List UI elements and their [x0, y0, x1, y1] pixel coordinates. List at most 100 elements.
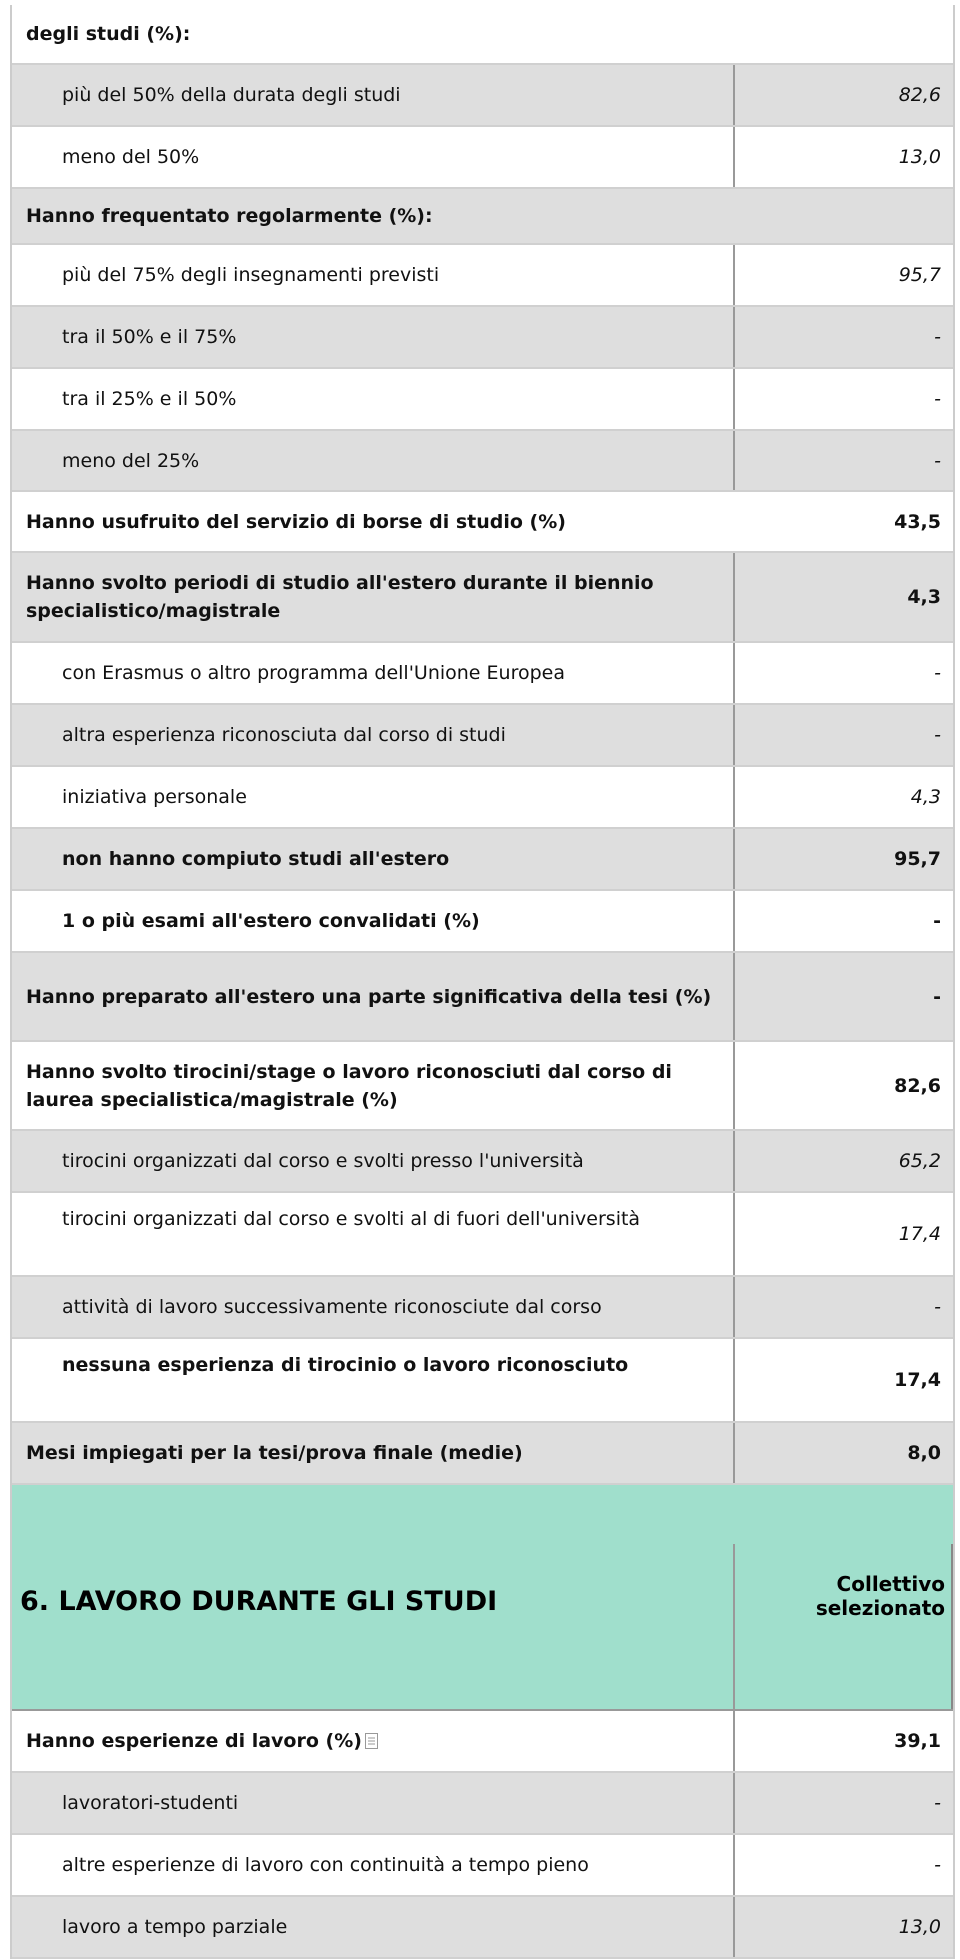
row-label: Hanno preparato all'estero una parte sig… — [12, 953, 733, 1040]
row-label: più del 75% degli insegnamenti previsti — [12, 245, 733, 305]
table-row: Hanno svolto tirocini/stage o lavoro ric… — [12, 1042, 953, 1131]
row-value: - — [733, 953, 953, 1040]
row-label: meno del 50% — [12, 127, 733, 187]
row-label: con Erasmus o altro programma dell'Union… — [12, 643, 733, 703]
row-value: - — [733, 369, 953, 429]
row-value: 13,0 — [733, 127, 953, 187]
row-label: altra esperienza riconosciuta dal corso … — [12, 705, 733, 765]
row-label: lavoratori-studenti — [12, 1773, 733, 1833]
value-text: 17,4 — [898, 1223, 941, 1245]
table-row: tirocini organizzati dal corso e svolti … — [12, 1131, 953, 1193]
value-text: 39,1 — [894, 1730, 941, 1752]
value-text: 13,0 — [898, 146, 941, 168]
label-text: meno del 25% — [62, 449, 200, 472]
label-text: iniziativa personale — [62, 786, 247, 808]
table-row: con Erasmus o altro programma dell'Union… — [12, 643, 953, 705]
label-text: Hanno usufruito del servizio di borse di… — [26, 510, 566, 533]
row-label: nessuna esperienza di tirocinio o lavoro… — [12, 1339, 733, 1421]
label-text: Hanno esperienze di lavoro (%) — [26, 1730, 362, 1752]
value-text: - — [934, 388, 941, 410]
table-row: iniziativa personale 4,3 — [12, 767, 953, 829]
row-value: - — [733, 307, 953, 367]
label-text: non hanno compiuto studi all'estero — [62, 848, 450, 870]
value-text: - — [934, 326, 941, 348]
table-row: nessuna esperienza di tirocinio o lavoro… — [12, 1339, 953, 1423]
table-row: attività di lavoro successivamente ricon… — [12, 1277, 953, 1339]
label-text: attività di lavoro successivamente ricon… — [62, 1296, 602, 1318]
row-label: Hanno esperienze di lavoro (%) — [12, 1711, 733, 1771]
row-value — [733, 189, 953, 243]
row-value: - — [733, 643, 953, 703]
row-value: 17,4 — [733, 1193, 953, 1275]
label-text: lavoro a tempo parziale — [62, 1916, 288, 1938]
row-value: 39,1 — [733, 1711, 953, 1771]
row-value: - — [733, 1835, 953, 1895]
value-text: 95,7 — [898, 264, 941, 286]
table-row: non hanno compiuto studi all'estero 95,7 — [12, 829, 953, 891]
row-label: tra il 25% e il 50% — [12, 369, 733, 429]
row-value: 95,7 — [733, 829, 953, 889]
spacer — [12, 1485, 953, 1544]
column-header: Collettivo selezionato — [733, 1544, 953, 1709]
label-text: tra il 50% e il 75% — [62, 326, 237, 348]
row-label: Hanno svolto tirocini/stage o lavoro ric… — [12, 1042, 733, 1129]
label-text: tirocini organizzati dal corso e svolti … — [62, 1150, 584, 1172]
value-text: - — [934, 1854, 941, 1876]
row-label: Hanno usufruito del servizio di borse di… — [12, 492, 733, 551]
table-row: meno del 25% - — [12, 431, 953, 492]
table-row: più del 75% degli insegnamenti previsti 9… — [12, 245, 953, 307]
table-row: altre esperienze di lavoro con continuit… — [12, 1835, 953, 1897]
value-text: - — [934, 724, 941, 746]
rows-group: degli studi (%): più del 50% della durata… — [12, 5, 953, 1485]
row-label: tra il 50% e il 75% — [12, 307, 733, 367]
results-table: degli studi (%): più del 50% della durata… — [10, 5, 955, 1959]
row-label: Hanno frequentato regolarmente (%): — [12, 189, 733, 243]
note-icon[interactable] — [364, 1732, 380, 1750]
value-text: 95,7 — [894, 848, 941, 870]
table-row: Hanno svolto periodi di studio all'ester… — [12, 553, 953, 643]
label-text: Mesi impiegati per la tesi/prova finale … — [26, 1442, 523, 1464]
row-label: lavoro a tempo parziale — [12, 1897, 733, 1957]
row-value: 95,7 — [733, 245, 953, 305]
row-label: più del 50% della durata degli studi — [12, 65, 733, 125]
table-row: 1 o più esami all'estero convalidati (%)… — [12, 891, 953, 953]
row-label: Mesi impiegati per la tesi/prova finale … — [12, 1423, 733, 1483]
value-text: 4,3 — [907, 586, 941, 608]
label-text: altre esperienze di lavoro con continuit… — [62, 1854, 589, 1876]
label-text: con Erasmus o altro programma dell'Union… — [62, 662, 565, 684]
row-value: 4,3 — [733, 767, 953, 827]
value-text: 17,4 — [894, 1369, 941, 1391]
label-text: tra il 25% e il 50% — [62, 388, 237, 410]
row-label: 1 o più esami all'estero convalidati (%) — [12, 891, 733, 951]
row-value: - — [733, 431, 953, 490]
table-row: tra il 50% e il 75% - — [12, 307, 953, 369]
label-text: Hanno preparato all'estero una parte sig… — [26, 985, 712, 1008]
value-text: 4,3 — [910, 786, 941, 808]
row-label: non hanno compiuto studi all'estero — [12, 829, 733, 889]
value-text: 13,0 — [898, 1916, 941, 1938]
row-value: 65,2 — [733, 1131, 953, 1191]
label-text: Hanno svolto periodi di studio all'ester… — [26, 572, 654, 622]
value-text: 65,2 — [898, 1150, 941, 1172]
table-row: Hanno esperienze di lavoro (%) 39,1 — [12, 1711, 953, 1773]
row-label: degli studi (%): — [12, 5, 733, 63]
value-text: - — [934, 449, 941, 472]
section-header: 6. LAVORO DURANTE GLI STUDI Collettivo s… — [12, 1544, 953, 1711]
row-label: Hanno svolto periodi di studio all'ester… — [12, 553, 733, 641]
table-row: altra esperienza riconosciuta dal corso … — [12, 705, 953, 767]
label-text: lavoratori-studenti — [62, 1792, 239, 1814]
value-text: 82,6 — [894, 1074, 941, 1097]
row-label: tirocini organizzati dal corso e svolti … — [12, 1193, 733, 1275]
table-row: tra il 25% e il 50% - — [12, 369, 953, 431]
section-title: 6. LAVORO DURANTE GLI STUDI — [20, 1586, 498, 1617]
row-value: 82,6 — [733, 1042, 953, 1129]
label-text: meno del 50% — [62, 146, 200, 168]
value-text: - — [933, 910, 941, 932]
row-value: 8,0 — [733, 1423, 953, 1483]
table-row: Hanno frequentato regolarmente (%): — [12, 189, 953, 245]
value-text: - — [933, 985, 941, 1008]
label-text: nessuna esperienza di tirocinio o lavoro… — [62, 1354, 629, 1376]
label-text: più del 50% della durata degli studi — [62, 84, 401, 106]
label-text: Hanno frequentato regolarmente (%): — [26, 205, 433, 227]
